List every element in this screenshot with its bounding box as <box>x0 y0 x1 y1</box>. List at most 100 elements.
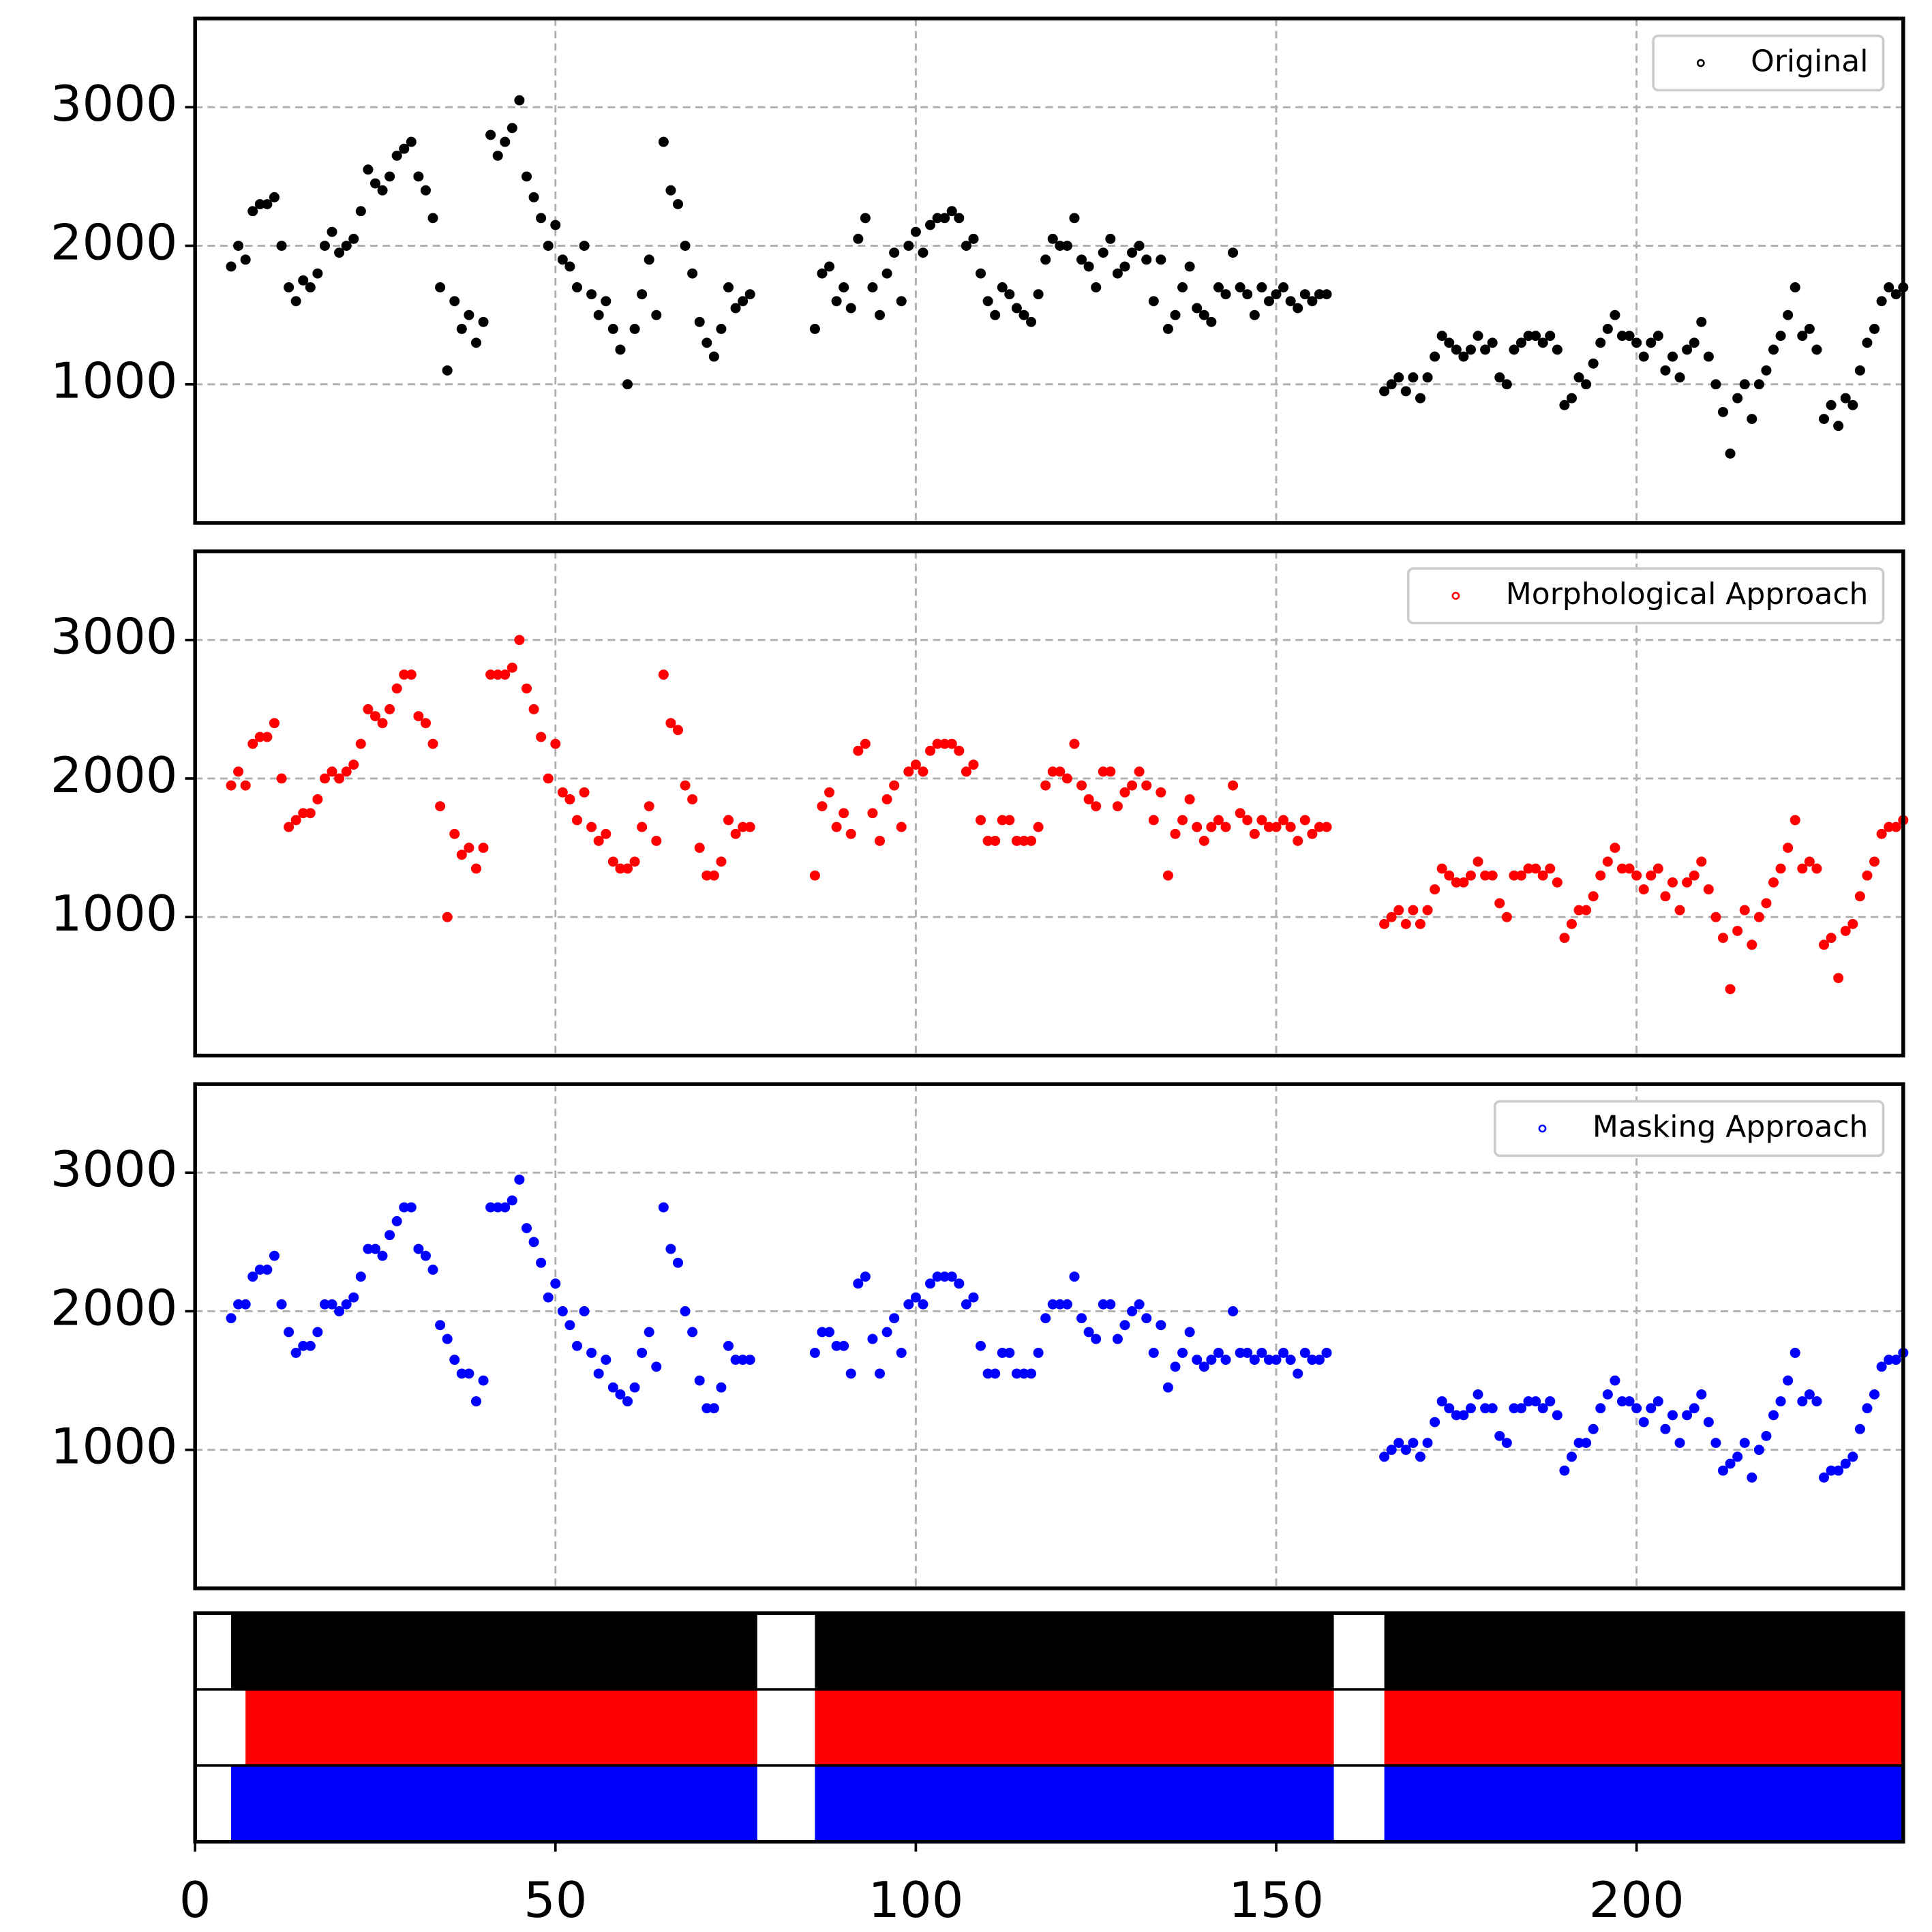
point <box>290 1348 301 1358</box>
point <box>1717 933 1729 944</box>
point <box>1458 351 1469 362</box>
point <box>1732 1451 1743 1462</box>
point <box>615 1389 626 1400</box>
point <box>442 365 453 376</box>
point <box>1761 1430 1772 1441</box>
legend-label: Morphological Approach <box>1506 577 1869 612</box>
point <box>1242 815 1253 826</box>
point <box>470 863 481 874</box>
point <box>1739 905 1750 916</box>
point <box>1400 386 1411 397</box>
point <box>1249 828 1260 839</box>
point <box>427 213 438 224</box>
point <box>1393 1438 1404 1448</box>
point <box>485 130 496 140</box>
point <box>1884 282 1895 292</box>
point <box>1840 1458 1851 1469</box>
point <box>1177 1348 1188 1358</box>
point <box>1033 1348 1044 1358</box>
point <box>1768 1410 1779 1421</box>
point <box>1242 289 1253 300</box>
point <box>1026 1368 1037 1379</box>
point <box>384 704 395 714</box>
point <box>1545 331 1556 342</box>
point <box>1307 296 1318 307</box>
point <box>1646 870 1657 881</box>
point <box>1192 1355 1203 1365</box>
legend-label: Masking Approach <box>1593 1110 1869 1145</box>
point <box>1588 891 1599 902</box>
point <box>420 185 431 196</box>
point <box>1783 310 1794 320</box>
point <box>355 206 366 217</box>
point <box>1422 372 1433 383</box>
point <box>644 254 654 265</box>
point <box>694 843 705 854</box>
point <box>427 1265 438 1275</box>
point <box>377 718 388 729</box>
point <box>1249 1355 1260 1365</box>
point <box>1674 905 1685 916</box>
point <box>1105 766 1116 777</box>
point <box>1581 905 1592 916</box>
point <box>1091 801 1102 812</box>
point <box>334 247 345 258</box>
point <box>319 241 330 251</box>
point <box>954 745 965 756</box>
point <box>903 241 914 251</box>
point <box>875 836 886 846</box>
point <box>369 711 380 721</box>
point <box>1869 1389 1880 1400</box>
y-tick-label: 3000 <box>50 76 178 134</box>
point <box>240 254 251 265</box>
point <box>1451 344 1462 355</box>
point <box>1480 344 1491 355</box>
point <box>1631 870 1642 881</box>
point <box>247 738 258 749</box>
point <box>672 199 684 209</box>
point <box>1061 241 1072 251</box>
point <box>881 268 892 279</box>
point <box>939 213 950 224</box>
point <box>1141 780 1152 791</box>
point <box>910 226 921 237</box>
point <box>1141 1313 1152 1324</box>
point <box>1436 863 1447 874</box>
point <box>622 863 633 874</box>
point <box>1652 863 1663 874</box>
point <box>579 787 590 798</box>
point <box>1018 310 1029 320</box>
point <box>1220 1355 1231 1365</box>
point <box>521 683 532 694</box>
event-span <box>231 1613 757 1690</box>
point <box>708 1403 719 1414</box>
point <box>744 1355 755 1365</box>
point <box>918 247 929 258</box>
point <box>1689 870 1700 881</box>
point <box>1386 379 1397 390</box>
point <box>470 337 481 348</box>
plot-frame <box>193 1082 1905 1590</box>
point <box>1321 821 1332 832</box>
point <box>615 344 626 355</box>
point <box>1271 289 1282 300</box>
point <box>1184 261 1195 272</box>
point <box>637 289 648 300</box>
point <box>824 1327 835 1338</box>
point <box>1602 324 1613 334</box>
point <box>629 1382 640 1393</box>
point <box>990 310 1001 320</box>
point <box>1379 386 1390 397</box>
point <box>644 801 654 812</box>
point <box>1422 1438 1433 1448</box>
point <box>961 766 971 777</box>
point <box>1638 351 1649 362</box>
point <box>1753 911 1764 922</box>
y-tick-label: 1000 <box>50 1418 178 1476</box>
y-tick-label: 1000 <box>50 352 178 410</box>
point <box>1494 1430 1505 1441</box>
point <box>1112 1333 1123 1344</box>
point <box>1559 399 1570 410</box>
legend-box <box>1493 1100 1885 1158</box>
point <box>550 738 561 749</box>
